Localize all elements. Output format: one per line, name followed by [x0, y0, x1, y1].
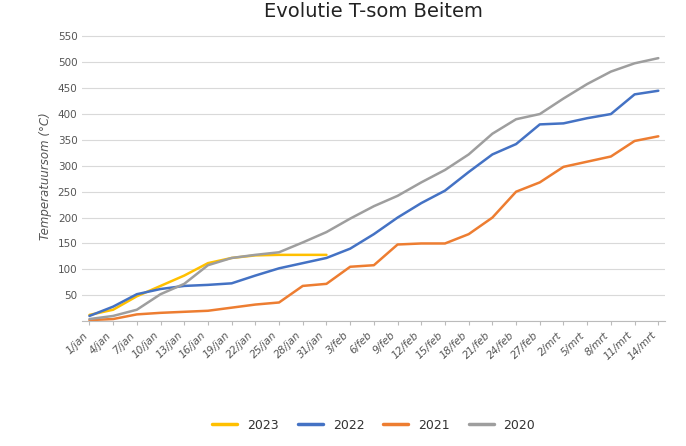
- 2022: [441, 188, 449, 193]
- 2022: [654, 88, 663, 93]
- 2020: [654, 55, 663, 61]
- 2023: [132, 293, 141, 299]
- 2023: [275, 252, 283, 257]
- 2020: [132, 307, 141, 312]
- 2020: [275, 250, 283, 255]
- 2021: [583, 159, 591, 165]
- 2020: [251, 252, 259, 257]
- 2022: [275, 266, 283, 271]
- 2021: [464, 231, 473, 237]
- 2021: [204, 308, 212, 314]
- 2021: [512, 189, 520, 194]
- 2023: [298, 252, 307, 257]
- 2021: [132, 312, 141, 317]
- Title: Evolutie T-som Beitem: Evolutie T-som Beitem: [264, 2, 484, 21]
- 2020: [156, 292, 165, 297]
- 2022: [228, 281, 236, 286]
- 2022: [109, 304, 117, 310]
- 2021: [417, 241, 425, 246]
- 2021: [559, 164, 567, 169]
- 2022: [85, 313, 93, 318]
- 2022: [607, 112, 615, 117]
- 2020: [180, 281, 189, 286]
- 2021: [85, 318, 93, 323]
- 2022: [370, 231, 378, 237]
- 2020: [228, 255, 236, 260]
- Line: 2021: 2021: [89, 136, 659, 320]
- 2022: [298, 260, 307, 266]
- 2023: [109, 307, 117, 312]
- 2022: [204, 282, 212, 288]
- 2020: [559, 96, 567, 101]
- 2020: [322, 229, 331, 235]
- 2020: [512, 116, 520, 122]
- 2021: [298, 283, 307, 289]
- 2021: [346, 264, 354, 269]
- 2020: [346, 216, 354, 221]
- 2020: [630, 61, 639, 66]
- 2021: [251, 302, 259, 307]
- 2022: [132, 292, 141, 297]
- 2020: [109, 313, 117, 318]
- 2021: [275, 300, 283, 305]
- Line: 2022: 2022: [89, 91, 659, 316]
- 2022: [583, 116, 591, 121]
- 2020: [370, 203, 378, 209]
- 2021: [441, 241, 449, 246]
- 2020: [583, 81, 591, 87]
- 2022: [156, 286, 165, 292]
- 2020: [488, 131, 497, 136]
- 2022: [512, 141, 520, 147]
- 2021: [109, 316, 117, 322]
- 2021: [228, 305, 236, 310]
- Y-axis label: Temperatuursom (°C): Temperatuursom (°C): [39, 112, 52, 240]
- 2020: [204, 263, 212, 268]
- 2020: [298, 240, 307, 245]
- 2021: [654, 134, 663, 139]
- 2023: [156, 283, 165, 289]
- Line: 2020: 2020: [89, 58, 659, 319]
- 2022: [394, 215, 402, 220]
- Legend: 2023, 2022, 2021, 2020: 2023, 2022, 2021, 2020: [207, 413, 541, 437]
- Line: 2023: 2023: [89, 255, 327, 315]
- 2020: [85, 316, 93, 322]
- 2022: [464, 169, 473, 175]
- 2021: [630, 138, 639, 144]
- 2022: [559, 121, 567, 126]
- 2023: [322, 252, 331, 257]
- 2021: [322, 281, 331, 286]
- 2022: [322, 255, 331, 260]
- 2022: [346, 246, 354, 251]
- 2022: [536, 122, 544, 127]
- 2021: [180, 309, 189, 314]
- 2021: [488, 215, 497, 220]
- 2021: [156, 310, 165, 315]
- 2023: [251, 253, 259, 258]
- 2023: [204, 260, 212, 266]
- 2021: [536, 180, 544, 185]
- 2022: [488, 152, 497, 157]
- 2021: [394, 242, 402, 247]
- 2020: [394, 193, 402, 198]
- 2020: [441, 167, 449, 173]
- 2023: [180, 273, 189, 278]
- 2023: [228, 255, 236, 260]
- 2020: [536, 112, 544, 117]
- 2022: [180, 283, 189, 289]
- 2023: [85, 312, 93, 318]
- 2020: [607, 69, 615, 74]
- 2022: [417, 200, 425, 206]
- 2020: [417, 180, 425, 185]
- 2021: [370, 263, 378, 268]
- 2022: [251, 273, 259, 278]
- 2022: [630, 92, 639, 97]
- 2021: [607, 154, 615, 159]
- 2020: [464, 152, 473, 157]
